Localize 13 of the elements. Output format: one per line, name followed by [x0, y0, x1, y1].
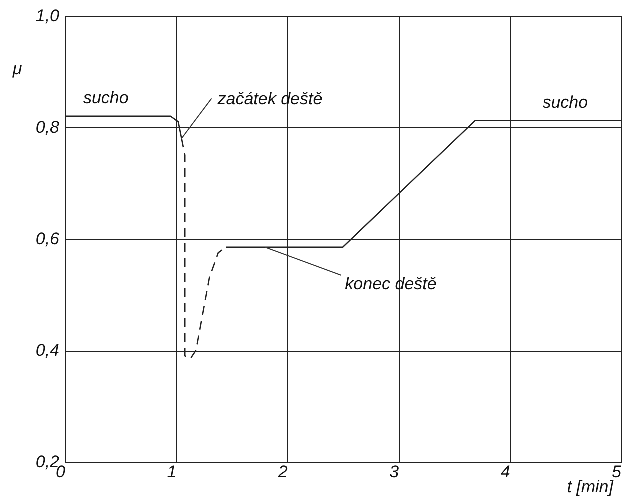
x-tick-label: 1 [167, 462, 177, 482]
x-axis-title: t [min] [567, 478, 615, 496]
y-tick-label: 0,8 [36, 118, 60, 137]
annotation: sucho [83, 88, 129, 108]
x-tick-label: 4 [500, 462, 510, 482]
x-tick-label: 5 [612, 462, 622, 482]
y-tick-label: 1,0 [36, 6, 60, 26]
x-tick-label: 2 [277, 462, 288, 482]
y-tick-label: 0,6 [36, 230, 60, 248]
x-tick-label: 3 [390, 462, 400, 482]
y-tick-label: 0,4 [36, 341, 60, 360]
annotation: sucho [542, 92, 588, 112]
y-axis-title: μ [12, 60, 23, 78]
